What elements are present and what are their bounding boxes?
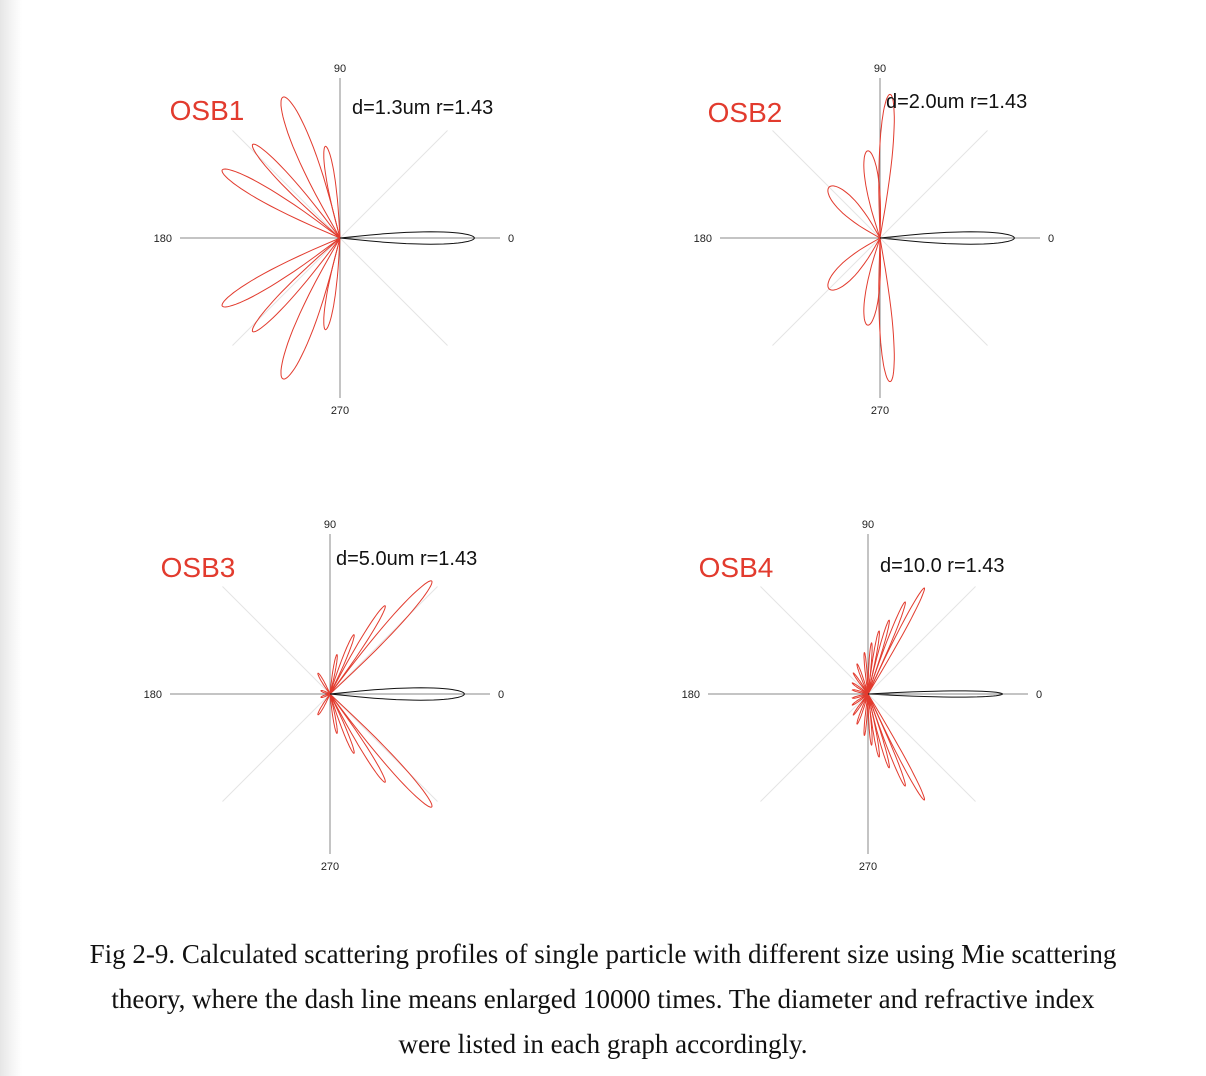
enlarged-lobe xyxy=(867,601,906,695)
enlarged-lobe xyxy=(867,693,906,787)
diagonal-gridline xyxy=(329,586,438,695)
polar-plot-osb3: 90 180 270 0 OSB3 d=5.0um r=1.43 xyxy=(144,519,504,873)
diagonal-gridline xyxy=(222,693,331,802)
polar-plot-osb4: 90 180 270 0 OSB4 d=10.0 r=1.43 xyxy=(682,519,1042,873)
figure-caption: Fig 2-9. Calculated scattering profiles … xyxy=(0,932,1206,1067)
diagonal-gridline xyxy=(760,693,869,802)
enlarged-lobe xyxy=(251,237,341,333)
angle-tick-label: 180 xyxy=(144,689,162,701)
angle-tick-label: 180 xyxy=(682,689,700,701)
enlarged-lobe xyxy=(851,682,869,695)
angle-tick-label: 270 xyxy=(859,861,877,873)
panel-label: OSB3 xyxy=(161,552,236,583)
main-scattering-lobe xyxy=(867,690,1003,698)
enlarged-lobe xyxy=(317,672,331,695)
main-scattering-lobe xyxy=(339,231,475,245)
caption-line-1: Fig 2-9. Calculated scattering profiles … xyxy=(89,939,1117,969)
angle-tick-label: 0 xyxy=(508,233,514,245)
parameter-label: d=5.0um r=1.43 xyxy=(336,548,477,570)
angle-tick-label: 90 xyxy=(862,519,874,531)
panel-label: OSB1 xyxy=(170,95,245,126)
enlarged-lobe xyxy=(329,605,386,695)
enlarged-lobe xyxy=(852,693,869,716)
enlarged-lobe xyxy=(329,634,355,695)
enlarged-lobe xyxy=(851,693,869,706)
angle-tick-label: 90 xyxy=(874,63,886,75)
angle-tick-label: 0 xyxy=(1048,233,1054,245)
polar-plot-osb1: 90 180 270 0 OSB1 d=1.3um r=1.43 xyxy=(154,63,514,417)
page-edge-shadow xyxy=(0,0,22,1076)
enlarged-lobe xyxy=(863,652,869,695)
enlarged-lobe xyxy=(867,693,880,758)
main-scattering-lobe xyxy=(329,687,465,701)
parameter-label: d=10.0 r=1.43 xyxy=(880,555,1005,577)
enlarged-lobe xyxy=(329,693,338,735)
enlarged-lobe xyxy=(863,693,869,736)
enlarged-lobe xyxy=(867,587,925,695)
enlarged-lobe xyxy=(280,96,341,239)
enlarged-lobe xyxy=(863,150,881,239)
diagonal-gridline xyxy=(760,586,869,695)
enlarged-lobe xyxy=(867,642,873,695)
enlarged-lobe xyxy=(323,237,341,331)
angle-tick-label: 270 xyxy=(871,405,889,417)
enlarged-lobe xyxy=(878,237,895,383)
angle-tick-label: 0 xyxy=(1036,689,1042,701)
figure-canvas: 90 180 270 0 OSB1 d=1.3um r=1.43 90 180 270 0 OSB… xyxy=(144,63,1054,873)
enlarged-lobe xyxy=(329,580,433,695)
polar-plot-osb2: 90 180 270 0 OSB2 d=2.0um r=1.43 xyxy=(694,63,1054,417)
enlarged-lobe xyxy=(251,143,341,239)
enlarged-lobe xyxy=(280,237,341,380)
enlarged-lobe xyxy=(856,663,869,695)
enlarged-lobe xyxy=(852,672,869,695)
enlarged-lobe xyxy=(827,236,882,291)
diagonal-gridline xyxy=(879,237,988,346)
enlarged-lobe xyxy=(221,237,341,308)
angle-tick-label: 180 xyxy=(154,233,172,245)
enlarged-lobe xyxy=(851,689,869,695)
enlarged-lobe xyxy=(867,693,890,769)
angle-tick-label: 90 xyxy=(334,63,346,75)
diagonal-gridline xyxy=(879,130,988,239)
enlarged-lobe xyxy=(867,619,890,695)
diagonal-gridline xyxy=(867,586,976,695)
diagonal-gridline xyxy=(232,130,341,239)
enlarged-lobe xyxy=(329,693,355,754)
angle-tick-label: 180 xyxy=(694,233,712,245)
enlarged-lobe xyxy=(329,653,338,695)
enlarged-lobe xyxy=(329,693,433,808)
diagonal-gridline xyxy=(772,237,881,346)
enlarged-lobe xyxy=(323,145,341,239)
diagonal-gridline xyxy=(867,693,976,802)
angle-tick-label: 270 xyxy=(331,405,349,417)
enlarged-lobe xyxy=(867,630,880,695)
enlarged-lobe xyxy=(329,693,386,783)
diagonal-gridline xyxy=(339,237,448,346)
diagonal-gridline xyxy=(222,586,331,695)
angle-tick-label: 90 xyxy=(324,519,336,531)
angle-tick-label: 270 xyxy=(321,861,339,873)
caption-line-2: theory, where the dash line means enlarg… xyxy=(111,984,1095,1014)
enlarged-lobe xyxy=(320,690,331,695)
enlarged-lobe xyxy=(856,693,869,725)
enlarged-lobe xyxy=(851,693,869,699)
panel-label: OSB2 xyxy=(708,97,783,128)
main-scattering-lobe xyxy=(879,231,1015,245)
caption-line-3: were listed in each graph accordingly. xyxy=(398,1029,808,1059)
parameter-label: d=2.0um r=1.43 xyxy=(886,91,1027,113)
panel-label: OSB4 xyxy=(699,552,774,583)
enlarged-lobe xyxy=(827,185,882,240)
enlarged-lobe xyxy=(867,693,873,746)
enlarged-lobe xyxy=(317,693,331,716)
diagonal-gridline xyxy=(772,130,881,239)
enlarged-lobe xyxy=(221,168,341,239)
diagonal-gridline xyxy=(329,693,438,802)
enlarged-lobe xyxy=(878,93,895,239)
angle-tick-label: 0 xyxy=(498,689,504,701)
diagonal-gridline xyxy=(232,237,341,346)
enlarged-lobe xyxy=(867,693,925,801)
parameter-label: d=1.3um r=1.43 xyxy=(352,97,493,119)
enlarged-lobe xyxy=(320,693,331,698)
diagonal-gridline xyxy=(339,130,448,239)
